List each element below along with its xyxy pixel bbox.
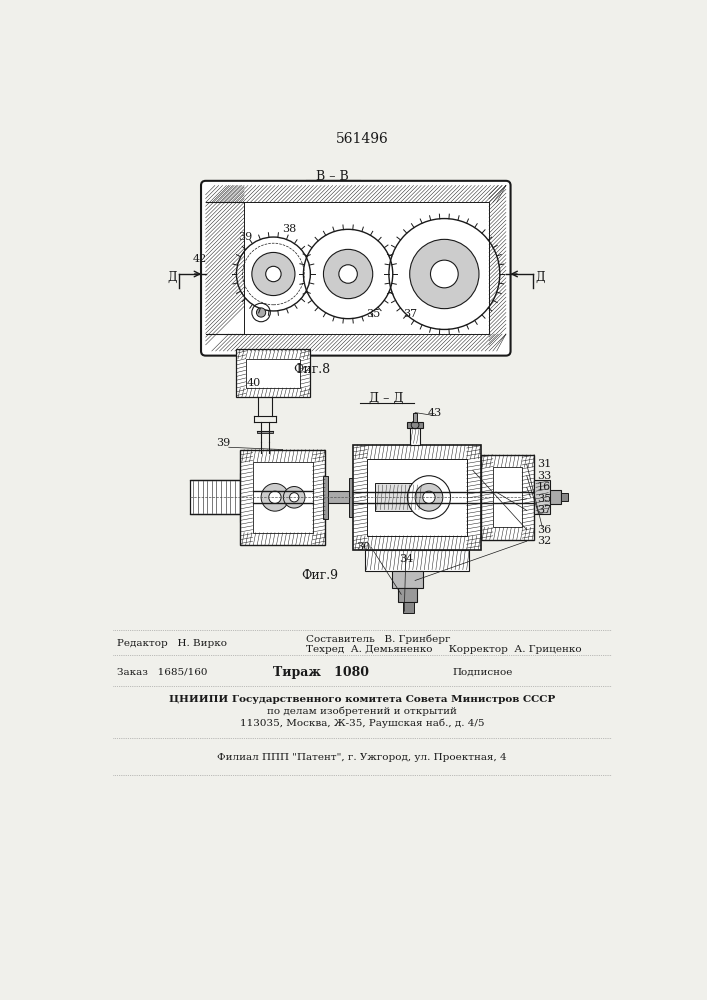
Text: Фиг.9: Фиг.9 xyxy=(301,569,338,582)
Circle shape xyxy=(290,493,299,502)
Text: по делам изобретений и открытий: по делам изобретений и открытий xyxy=(267,707,457,716)
Bar xyxy=(240,450,325,545)
Bar xyxy=(354,445,481,550)
Text: 30: 30 xyxy=(356,542,370,552)
Text: 37: 37 xyxy=(537,505,551,515)
Bar xyxy=(325,491,352,503)
Text: Тираж   1080: Тираж 1080 xyxy=(274,666,369,679)
Text: 43: 43 xyxy=(428,408,442,418)
Bar xyxy=(403,602,414,613)
Text: 32: 32 xyxy=(537,536,551,546)
Circle shape xyxy=(266,266,281,282)
Text: Филиал ППП "Патент", г. Ужгород, ул. Проектная, 4: Филиал ППП "Патент", г. Ужгород, ул. Про… xyxy=(217,753,507,762)
Bar xyxy=(550,490,561,504)
Bar xyxy=(244,202,489,334)
Text: 37: 37 xyxy=(402,309,416,319)
Circle shape xyxy=(409,239,479,309)
Text: Фиг.8: Фиг.8 xyxy=(293,363,330,376)
Text: 35: 35 xyxy=(366,309,380,319)
Text: Техред  А. Демьяненко     Корректор  А. Гриценко: Техред А. Демьяненко Корректор А. Грицен… xyxy=(305,645,581,654)
Text: 38: 38 xyxy=(281,224,296,234)
Circle shape xyxy=(415,483,443,511)
Circle shape xyxy=(261,483,288,511)
Bar xyxy=(375,483,421,511)
Text: Д – Д: Д – Д xyxy=(369,392,404,405)
Text: Заказ   1685/160: Заказ 1685/160 xyxy=(117,668,208,677)
Bar xyxy=(365,550,469,571)
Circle shape xyxy=(339,265,357,283)
Text: 42: 42 xyxy=(193,254,207,264)
Circle shape xyxy=(431,260,458,288)
Circle shape xyxy=(407,476,450,519)
Bar xyxy=(534,480,550,514)
Bar xyxy=(398,588,417,602)
Bar xyxy=(257,485,265,510)
Text: Составитель   В. Гринберг: Составитель В. Гринберг xyxy=(305,634,450,644)
Text: 39: 39 xyxy=(238,232,253,242)
Bar xyxy=(481,455,534,540)
Bar xyxy=(561,493,568,501)
Bar xyxy=(324,476,328,519)
Bar xyxy=(246,359,300,388)
Bar xyxy=(413,413,417,422)
Bar xyxy=(190,480,240,514)
Circle shape xyxy=(423,491,435,503)
Text: 35: 35 xyxy=(537,494,551,504)
Text: Подписное: Подписное xyxy=(452,668,513,677)
Bar xyxy=(257,431,273,433)
Circle shape xyxy=(269,491,281,503)
Text: 33: 33 xyxy=(537,471,551,481)
FancyBboxPatch shape xyxy=(201,181,510,356)
Text: 34: 34 xyxy=(399,554,413,564)
Bar xyxy=(409,428,421,445)
Bar xyxy=(493,467,522,527)
Circle shape xyxy=(324,249,373,299)
Text: 561496: 561496 xyxy=(336,132,388,146)
Text: Д: Д xyxy=(167,271,177,284)
Text: 36: 36 xyxy=(537,525,551,535)
Bar xyxy=(368,459,467,536)
Bar xyxy=(349,478,354,517)
Text: 113035, Москва, Ж-35, Раушская наб., д. 4/5: 113035, Москва, Ж-35, Раушская наб., д. … xyxy=(240,718,484,728)
Text: 40: 40 xyxy=(247,378,262,388)
Text: 31: 31 xyxy=(537,459,551,469)
Text: Редактор   Н. Вирко: Редактор Н. Вирко xyxy=(117,639,227,648)
Bar xyxy=(407,422,423,428)
Bar xyxy=(252,462,312,533)
Circle shape xyxy=(257,308,266,317)
Text: ЦНИИПИ Государственного комитета Совета Министров СССР: ЦНИИПИ Государственного комитета Совета … xyxy=(169,695,555,704)
Bar xyxy=(236,349,310,397)
Circle shape xyxy=(284,487,305,508)
Circle shape xyxy=(252,252,295,296)
Text: 39: 39 xyxy=(216,438,230,448)
Bar xyxy=(247,480,257,514)
Text: В – В: В – В xyxy=(316,170,349,183)
Text: 16: 16 xyxy=(537,482,551,492)
Text: Д: Д xyxy=(535,271,544,284)
Bar xyxy=(392,571,423,588)
Bar xyxy=(240,473,247,522)
